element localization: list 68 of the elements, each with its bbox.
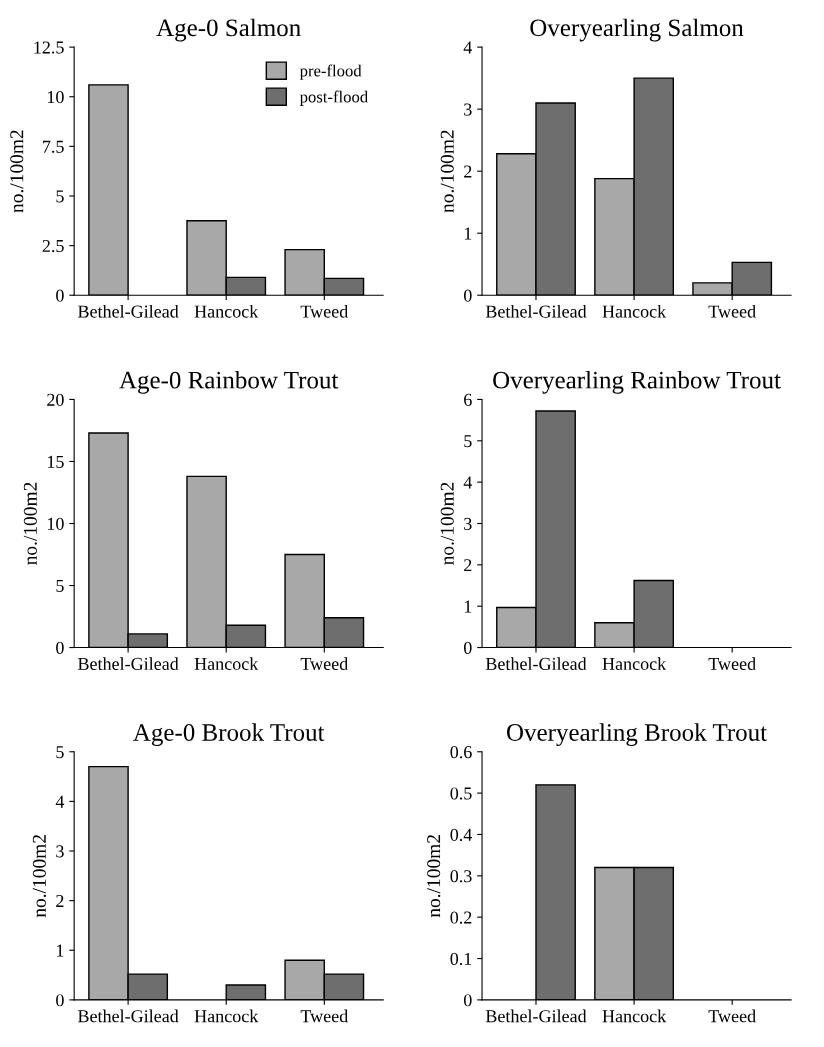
y-tick-label: 3 [464, 517, 472, 530]
y-tick-label: 15 [47, 455, 64, 468]
x-tick-label: Hancock [602, 657, 667, 670]
y-tick-label: 0.5 [450, 787, 472, 800]
y-tick-label: 1 [464, 227, 472, 240]
x-tick-label: Hancock [194, 304, 259, 318]
y-tick-label: 0.2 [450, 911, 472, 924]
y-tick-label: 0.3 [450, 870, 472, 883]
y-tick-label: 0.1 [450, 952, 472, 966]
y-tick-label: 4 [463, 476, 473, 489]
y-tick-label: 5 [56, 746, 64, 759]
y-tick-label: 12.5 [34, 41, 64, 54]
y-tick-label: 2 [464, 165, 472, 178]
y-tick-label: 2 [56, 894, 64, 907]
y-tick-label: 2 [464, 559, 472, 572]
y-axis-title: no./100m2 [440, 130, 454, 213]
y-tick-label: 3 [56, 845, 64, 858]
chart-title: Overyearling Brook Trout [507, 723, 767, 747]
y-axis-title: no./100m2 [32, 835, 46, 918]
y-tick-label: 6 [464, 393, 472, 406]
y-tick-label: 7.5 [43, 140, 64, 153]
legend-label: pre-flood [299, 64, 362, 80]
x-tick-label: Tweed [708, 304, 756, 318]
y-axis-title: no./100m2 [427, 835, 441, 918]
legend-label: post-flood [299, 90, 368, 106]
x-tick-label: Hancock [194, 1009, 259, 1023]
x-tick-label: Bethel-Gilead [77, 1009, 179, 1023]
y-tick-label: 0 [463, 289, 472, 302]
y-tick-label: 1 [464, 600, 472, 613]
x-tick-label: Bethel-Gilead [485, 657, 587, 670]
y-tick-label: 0 [463, 994, 472, 1007]
x-tick-label: Tweed [708, 657, 756, 670]
x-tick-label: Tweed [300, 657, 349, 670]
y-tick-label: 0 [56, 289, 64, 302]
y-tick-label: 5 [56, 190, 64, 203]
y-tick-label: 1 [57, 944, 64, 957]
x-tick-label: Bethel-Gilead [77, 304, 179, 318]
y-tick-label: 2.5 [42, 239, 64, 253]
chart-title: Age-0 Brook Trout [133, 723, 325, 747]
y-tick-label: 4 [463, 41, 473, 54]
chart-title: Age-0 Salmon [156, 18, 301, 42]
chart-title: Age-0 Rainbow Trout [119, 370, 339, 394]
y-axis-title: no./100m2 [10, 130, 24, 213]
y-tick-label: 5 [464, 435, 472, 448]
y-tick-label: 0.6 [450, 746, 472, 759]
y-tick-label: 0 [56, 994, 64, 1007]
y-tick-label: 4 [55, 795, 65, 808]
y-tick-label: 20 [47, 393, 64, 406]
y-axis-title: no./100m2 [23, 482, 37, 565]
y-tick-label: 0.4 [450, 828, 473, 841]
y-tick-label: 0 [463, 641, 472, 654]
x-tick-label: Hancock [602, 1009, 667, 1023]
x-tick-label: Hancock [194, 657, 259, 670]
y-tick-label: 10 [47, 91, 64, 104]
x-tick-label: Bethel-Gilead [485, 1009, 587, 1023]
y-tick-label: 0 [56, 641, 64, 654]
chart-title: Overyearling Salmon [530, 18, 744, 42]
y-axis-title: no./100m2 [440, 482, 454, 565]
x-tick-label: Bethel-Gilead [77, 657, 179, 670]
x-tick-label: Hancock [602, 304, 667, 318]
x-tick-label: Tweed [708, 1009, 756, 1023]
x-tick-label: Tweed [300, 304, 349, 318]
y-tick-label: 3 [464, 103, 472, 116]
x-tick-label: Bethel-Gilead [485, 304, 587, 318]
chart-title: Overyearling Rainbow Trout [493, 370, 781, 394]
y-tick-label: 5 [56, 579, 64, 592]
x-tick-label: Tweed [300, 1009, 349, 1023]
y-tick-label: 10 [47, 517, 64, 530]
